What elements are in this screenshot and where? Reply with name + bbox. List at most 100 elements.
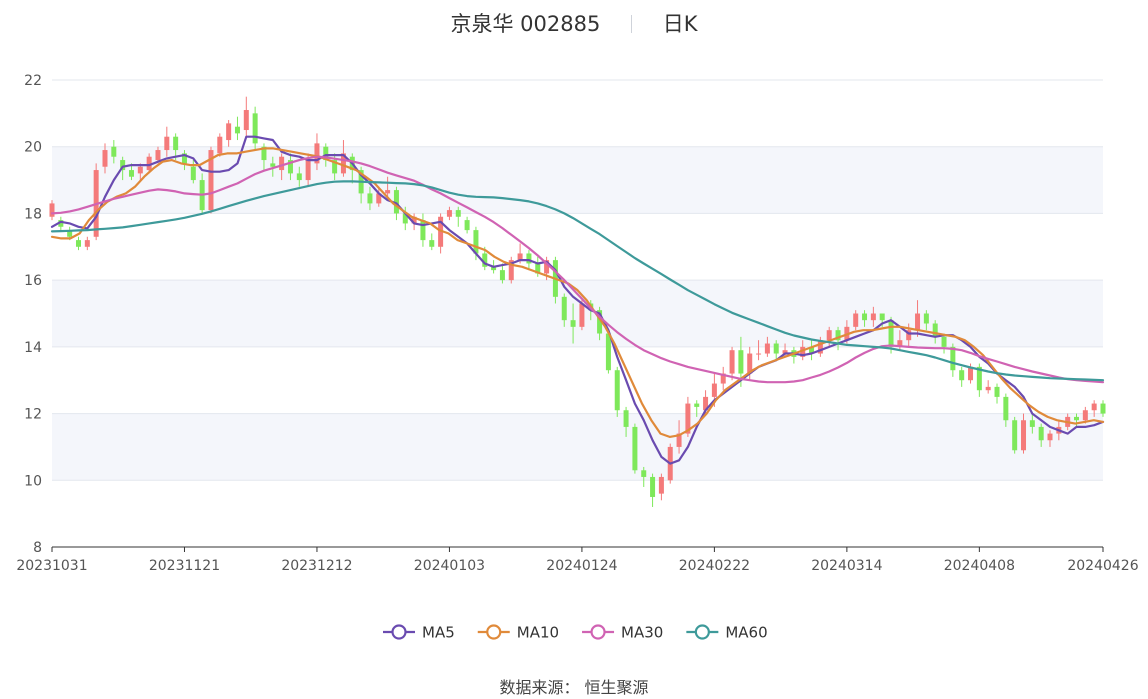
candle-down [773,340,779,361]
candle-body [570,320,576,327]
candle-body [67,230,73,237]
candle-body [605,333,611,371]
legend-label: MA60 [725,624,767,642]
candle-down [367,186,373,211]
candle-body [526,253,532,264]
candle-down [994,383,1000,404]
candle-down [1012,416,1018,454]
candle-down [234,116,240,141]
x-tick-label: 20240103 [414,558,485,574]
candle-down [464,216,470,234]
legend-item-ma60: MA60 [686,624,768,642]
candle-up [146,153,152,174]
candle-body [747,353,753,374]
candle-body [614,370,620,411]
candle-body [632,426,638,471]
y-tick-label: 16 [24,273,42,289]
candle-body [385,190,391,194]
candle-body [685,403,691,434]
legend-label: MA30 [621,624,663,642]
candle-body [720,373,726,384]
candle-down [75,236,81,251]
candle-body [994,386,1000,397]
candle-body [1100,403,1106,414]
candle-body [393,190,399,214]
candle-body [446,210,452,217]
candle-down [429,233,435,251]
candle-body [508,260,514,281]
candle-body [897,340,903,347]
candle-up [1021,413,1027,454]
candle-body [252,113,258,144]
candle-body [623,410,629,427]
candle-body [658,476,664,494]
x-tick-label: 20240314 [811,558,882,574]
candle-body [888,320,894,347]
candle-body [1082,410,1088,421]
candle-body [923,313,929,324]
candle-body [102,150,108,167]
candle-body [641,470,647,477]
legend-item-ma10: MA10 [477,624,559,642]
x-tick-label: 20240222 [679,558,750,574]
candle-up [438,213,444,254]
candle-body [941,336,947,347]
candle-up [985,380,991,394]
candle-body [155,150,161,161]
candle-body [1021,420,1027,451]
candle-body [420,220,426,241]
candle-body [968,366,974,381]
legend-marker [590,624,606,640]
legend-item-ma5: MA5 [383,624,455,642]
candle-body [1012,420,1018,451]
candle-body [429,240,435,247]
candle-down [809,340,815,361]
candle-down [499,263,505,284]
x-tick-label: 20231212 [281,558,352,574]
y-tick-label: 14 [24,340,42,356]
candle-body [473,230,479,254]
candle-down [862,310,868,327]
candle-down [561,293,567,327]
y-tick-label: 12 [24,407,42,423]
candle-down [614,366,620,417]
candle-down [1029,413,1035,434]
ma5-line [50,135,1105,465]
candle-down [932,320,938,344]
candle-body [976,366,982,391]
candle-body [738,350,744,374]
y-tick-label: 10 [24,473,42,489]
candle-body [853,313,859,327]
candle-body [323,146,329,161]
legend: MA5 MA10 MA30 MA60 [383,624,768,642]
candle-body [1047,433,1053,441]
candle-up [385,176,391,197]
candle-down [181,150,187,171]
grid-band [52,146,1103,214]
legend-item-ma30: MA30 [582,624,663,642]
candle-down [252,106,258,151]
candle-body [146,156,152,171]
candle-up [340,140,346,177]
grid-lines [52,79,1103,548]
candle-body [544,260,550,274]
candle-up [720,366,726,391]
candle-up [870,306,876,327]
candle-body [959,370,965,381]
candle-body [579,303,585,327]
candle-body [296,173,302,181]
candle-body [756,353,762,355]
ma10-line [50,147,1105,438]
candle-down [632,423,638,474]
candle-body [455,210,461,217]
candle-body [279,156,285,171]
candle-body [703,396,709,411]
legend-marker [486,624,502,640]
legend-label: MA10 [517,624,559,642]
candle-body [1074,416,1080,421]
candle-body [49,203,55,217]
axes: 8 10 12 14 16 18 20 22 20231031 20231121 20231212 2… [16,73,1138,574]
candle-up [279,153,285,181]
candle-down [270,156,276,177]
candle-body [764,343,770,354]
